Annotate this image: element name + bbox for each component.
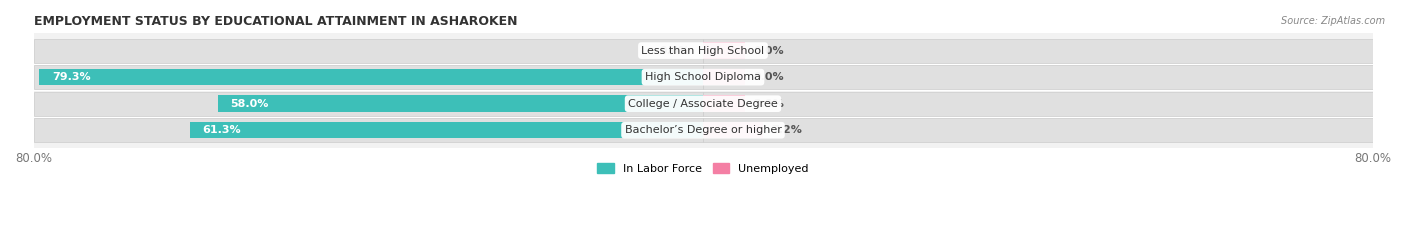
Text: Source: ZipAtlas.com: Source: ZipAtlas.com	[1281, 16, 1385, 26]
Bar	[703, 65, 1372, 89]
Bar	[34, 39, 703, 62]
Bar	[703, 122, 763, 138]
Bar	[703, 42, 745, 59]
Text: 3.9%: 3.9%	[754, 99, 785, 109]
Text: 0.0%: 0.0%	[754, 46, 783, 56]
Bar	[39, 69, 703, 85]
Bar	[703, 92, 1372, 116]
Bar	[703, 69, 745, 85]
Bar	[34, 118, 703, 142]
Text: 61.3%: 61.3%	[202, 125, 242, 135]
Text: High School Diploma: High School Diploma	[645, 72, 761, 82]
Text: 0.0%: 0.0%	[754, 72, 783, 82]
Bar	[34, 92, 703, 116]
Text: 7.2%: 7.2%	[772, 125, 803, 135]
Legend: In Labor Force, Unemployed: In Labor Force, Unemployed	[593, 159, 813, 178]
Bar	[703, 39, 1372, 62]
Text: College / Associate Degree: College / Associate Degree	[628, 99, 778, 109]
Bar	[703, 96, 745, 112]
Text: 0.0%: 0.0%	[659, 46, 690, 56]
Text: 79.3%: 79.3%	[52, 72, 90, 82]
Text: Bachelor’s Degree or higher: Bachelor’s Degree or higher	[624, 125, 782, 135]
Bar	[190, 122, 703, 138]
Text: EMPLOYMENT STATUS BY EDUCATIONAL ATTAINMENT IN ASHAROKEN: EMPLOYMENT STATUS BY EDUCATIONAL ATTAINM…	[34, 15, 517, 28]
Bar	[34, 65, 703, 89]
Bar	[703, 118, 1372, 142]
Text: Less than High School: Less than High School	[641, 46, 765, 56]
Text: 58.0%: 58.0%	[231, 99, 269, 109]
Bar	[218, 96, 703, 112]
